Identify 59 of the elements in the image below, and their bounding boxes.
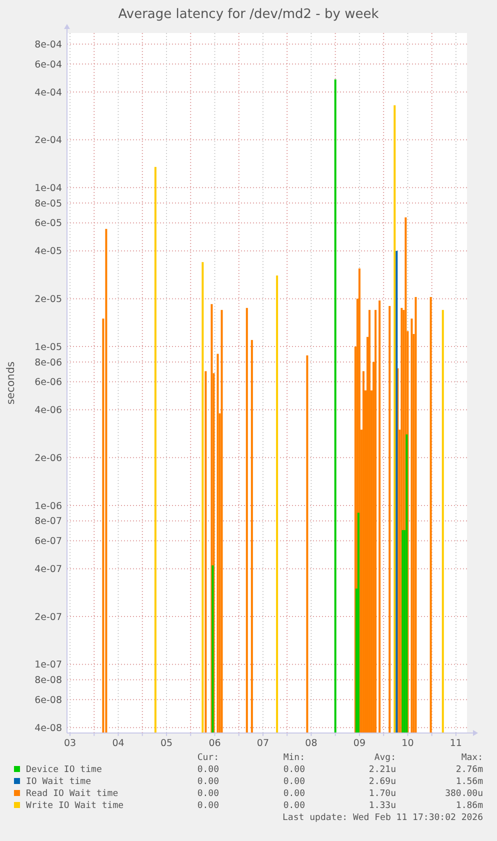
- y-tick-label: 6e-04: [34, 59, 62, 70]
- text: 0.00: [283, 789, 305, 799]
- x-tick-label: 05: [160, 738, 173, 749]
- y-tick-label: 4e-08: [34, 722, 62, 734]
- text: 380.00u: [445, 789, 483, 799]
- text: Min:: [283, 753, 305, 763]
- y-tick-label: 6e-08: [34, 694, 62, 706]
- x-tick-label: 04: [112, 738, 124, 749]
- y-tick-label: 8e-04: [34, 39, 62, 50]
- y-tick-label: 2e-07: [34, 612, 62, 623]
- y-tick-label: 2e-04: [34, 135, 62, 146]
- legend-label: IO Wait time: [26, 777, 92, 787]
- y-tick-label: 4e-07: [34, 564, 62, 576]
- text: 1.33u: [368, 801, 396, 811]
- text: 2.76m: [456, 765, 483, 775]
- x-tick-label: 09: [353, 738, 366, 749]
- text: 0.00: [283, 801, 305, 811]
- x-tick-label: 08: [305, 738, 318, 749]
- legend-label: Read IO Wait time: [26, 789, 118, 799]
- text: Cur:: [197, 753, 219, 763]
- text: 1.56m: [456, 777, 483, 787]
- y-tick-label: 6e-06: [34, 377, 62, 388]
- text: Avg:: [374, 753, 396, 763]
- x-tick-label: 07: [256, 738, 270, 749]
- text: Last update: Wed Feb 11 17:30:02 2026: [282, 813, 483, 823]
- x-tick-label: 06: [208, 738, 221, 749]
- text: 1.70u: [368, 789, 396, 799]
- text: 0.00: [197, 789, 219, 799]
- text: 2.69u: [368, 777, 396, 787]
- text: 0.00: [197, 777, 219, 787]
- y-tick-label: 2e-06: [34, 452, 62, 464]
- text: 0.00: [197, 765, 219, 775]
- y-tick-label: 6e-05: [34, 218, 62, 230]
- text: 0.00: [283, 777, 305, 787]
- y-tick-label: 2e-05: [34, 294, 62, 306]
- y-tick-label: 1e-06: [34, 500, 62, 512]
- legend-label: Device IO time: [26, 765, 102, 775]
- legend-label: Write IO Wait time: [26, 801, 124, 811]
- text: 2.21u: [368, 765, 396, 775]
- text: 1.86m: [456, 801, 483, 811]
- y-tick-label: 1e-04: [34, 182, 62, 194]
- y-tick-label: 4e-06: [34, 405, 62, 416]
- y-tick-label: 8e-05: [34, 198, 62, 210]
- y-tick-label: 4e-05: [34, 246, 62, 258]
- x-tick-label: 10: [402, 738, 414, 749]
- y-tick-label: 1e-05: [34, 342, 62, 353]
- y-tick-label: 1e-07: [34, 660, 62, 671]
- y-tick-label: 8e-07: [34, 516, 62, 528]
- y-tick-label: 8e-08: [34, 675, 62, 686]
- x-tick-label: 11: [450, 738, 462, 749]
- y-tick-label: 8e-06: [34, 357, 62, 368]
- y-axis-title: seconds: [5, 362, 17, 404]
- text: 0.00: [283, 765, 305, 775]
- y-tick-label: 6e-07: [34, 536, 62, 548]
- text: Max:: [461, 753, 483, 763]
- y-tick-label: 4e-04: [34, 87, 62, 98]
- text: 0.00: [197, 801, 219, 811]
- chart-title: Average latency for /dev/md2 - by week: [118, 7, 380, 22]
- x-tick-label: 03: [64, 738, 76, 749]
